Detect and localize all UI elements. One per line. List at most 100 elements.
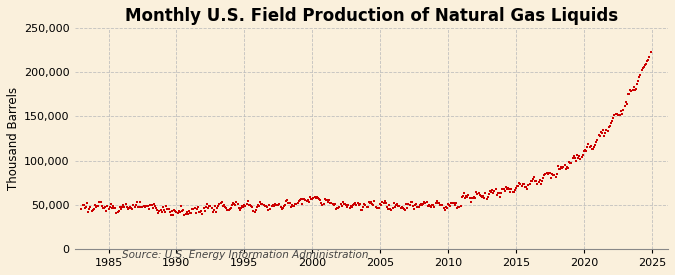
Point	[105, 202, 116, 206]
Point	[528, 177, 539, 182]
Point	[525, 179, 536, 183]
Point	[292, 201, 303, 205]
Point	[402, 205, 412, 210]
Text: Source: U.S. Energy Information Administration: Source: U.S. Energy Information Administ…	[122, 250, 369, 260]
Point	[383, 207, 394, 211]
Point	[244, 203, 254, 207]
Point	[508, 190, 519, 194]
Point	[487, 187, 497, 192]
Point	[601, 128, 612, 132]
Point	[288, 204, 298, 208]
Point	[510, 186, 521, 190]
Point	[147, 206, 158, 210]
Point	[272, 202, 283, 207]
Point	[376, 203, 387, 207]
Point	[297, 202, 308, 206]
Point	[326, 201, 337, 205]
Point	[455, 204, 466, 209]
Point	[172, 210, 183, 215]
Point	[453, 205, 464, 209]
Point	[570, 158, 581, 163]
Point	[555, 167, 566, 171]
Point	[475, 193, 486, 198]
Point	[639, 65, 649, 69]
Point	[618, 108, 629, 112]
Point	[445, 204, 456, 208]
Point	[516, 184, 527, 188]
Point	[423, 203, 434, 207]
Point	[331, 207, 342, 211]
Point	[439, 207, 450, 212]
Point	[353, 203, 364, 207]
Point	[342, 205, 353, 210]
Point	[254, 204, 265, 208]
Point	[416, 202, 427, 206]
Point	[577, 152, 588, 157]
Point	[565, 160, 576, 165]
Point	[568, 154, 579, 158]
Point	[374, 205, 385, 210]
Point	[504, 186, 514, 191]
Point	[454, 205, 465, 209]
Point	[373, 205, 383, 210]
Point	[612, 111, 622, 116]
Point	[389, 205, 400, 209]
Point	[231, 200, 242, 204]
Point	[336, 204, 347, 208]
Point	[548, 173, 559, 177]
Point	[145, 203, 156, 207]
Point	[475, 193, 485, 197]
Point	[485, 190, 496, 194]
Point	[608, 116, 619, 120]
Point	[346, 205, 357, 209]
Point	[482, 195, 493, 199]
Point	[157, 210, 167, 214]
Point	[252, 203, 263, 207]
Point	[576, 155, 587, 160]
Point	[90, 205, 101, 210]
Point	[493, 191, 504, 196]
Point	[592, 138, 603, 142]
Point	[367, 202, 377, 206]
Point	[200, 205, 211, 210]
Point	[97, 205, 108, 210]
Point	[610, 112, 621, 117]
Point	[206, 206, 217, 211]
Point	[515, 182, 526, 186]
Point	[178, 208, 188, 212]
Point	[593, 133, 604, 137]
Point	[304, 195, 315, 199]
Point	[101, 209, 111, 213]
Point	[348, 203, 358, 207]
Point	[609, 112, 620, 117]
Point	[219, 203, 230, 207]
Point	[90, 202, 101, 207]
Point	[215, 201, 226, 205]
Point	[419, 200, 430, 204]
Point	[560, 167, 571, 171]
Point	[488, 190, 499, 195]
Point	[283, 201, 294, 205]
Point	[192, 205, 203, 209]
Point	[533, 179, 544, 184]
Point	[620, 100, 631, 104]
Point	[102, 204, 113, 208]
Point	[264, 203, 275, 208]
Point	[339, 202, 350, 206]
Point	[590, 143, 601, 147]
Point	[481, 197, 492, 202]
Point	[299, 197, 310, 201]
Point	[358, 205, 369, 209]
Point	[329, 202, 340, 206]
Point	[151, 206, 161, 210]
Point	[194, 210, 205, 214]
Point	[545, 176, 556, 180]
Point	[479, 196, 489, 200]
Point	[557, 166, 568, 170]
Point	[304, 200, 315, 205]
Point	[384, 202, 395, 207]
Point	[92, 204, 103, 208]
Point	[572, 153, 583, 157]
Point	[263, 208, 273, 212]
Point	[599, 134, 610, 138]
